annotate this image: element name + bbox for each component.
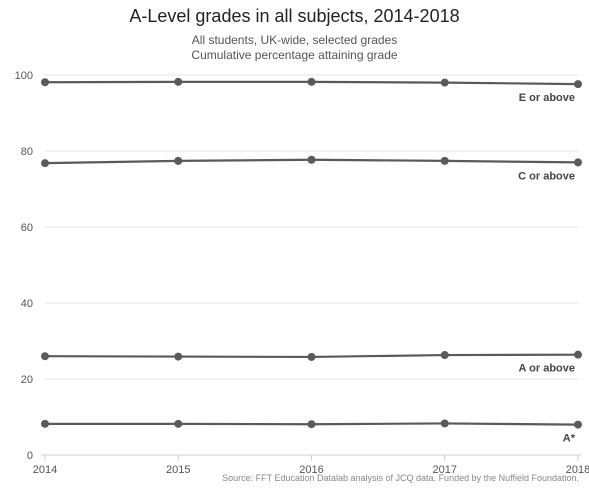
x-tick-label-2015: 2015: [166, 464, 190, 476]
data-point-a-2016: [307, 420, 316, 429]
data-point-e-or-above-2015: [174, 77, 183, 86]
data-point-e-or-above-2018: [574, 80, 582, 89]
data-point-c-or-above-2014: [41, 159, 49, 168]
series-label-e-or-above: E or above: [519, 92, 575, 104]
data-point-a-2017: [440, 419, 449, 428]
data-point-c-or-above-2017: [440, 156, 449, 165]
series-label-a-or-above: A or above: [519, 363, 575, 375]
data-point-a-2018: [574, 420, 582, 429]
y-tick-label-80: 80: [21, 146, 33, 158]
series-label-a: A*: [563, 433, 576, 445]
y-tick-label-40: 40: [21, 298, 33, 310]
data-point-a-2014: [41, 419, 49, 428]
data-point-a-or-above-2018: [574, 350, 582, 359]
x-tick-label-2016: 2016: [299, 464, 323, 476]
source-note: Source: FFT Education Datalab analysis o…: [222, 473, 579, 483]
data-point-e-or-above-2016: [307, 77, 316, 86]
data-point-c-or-above-2015: [174, 156, 183, 165]
data-point-e-or-above-2014: [41, 78, 49, 87]
chart-title: A-Level grades in all subjects, 2014-201…: [129, 6, 460, 26]
chart-subtitle-line-2: Cumulative percentage attaining grade: [191, 48, 398, 62]
data-point-a-or-above-2014: [41, 352, 49, 361]
data-point-c-or-above-2016: [307, 155, 316, 164]
y-tick-label-60: 60: [21, 222, 33, 234]
data-point-e-or-above-2017: [440, 78, 449, 87]
y-tick-label-100: 100: [15, 70, 33, 82]
data-point-a-or-above-2015: [174, 352, 183, 361]
data-point-a-or-above-2017: [440, 351, 449, 360]
data-point-a-or-above-2016: [307, 352, 316, 361]
x-tick-label-2018: 2018: [566, 464, 589, 476]
series-label-c-or-above: C or above: [518, 170, 575, 182]
x-tick-label-2014: 2014: [33, 464, 57, 476]
data-point-c-or-above-2018: [574, 158, 582, 167]
data-point-a-2015: [174, 419, 183, 428]
y-tick-label-20: 20: [21, 374, 33, 386]
chart-subtitle-line-1: All students, UK-wide, selected grades: [191, 33, 398, 47]
y-tick-label-0: 0: [27, 450, 33, 462]
x-tick-label-2017: 2017: [433, 464, 457, 476]
